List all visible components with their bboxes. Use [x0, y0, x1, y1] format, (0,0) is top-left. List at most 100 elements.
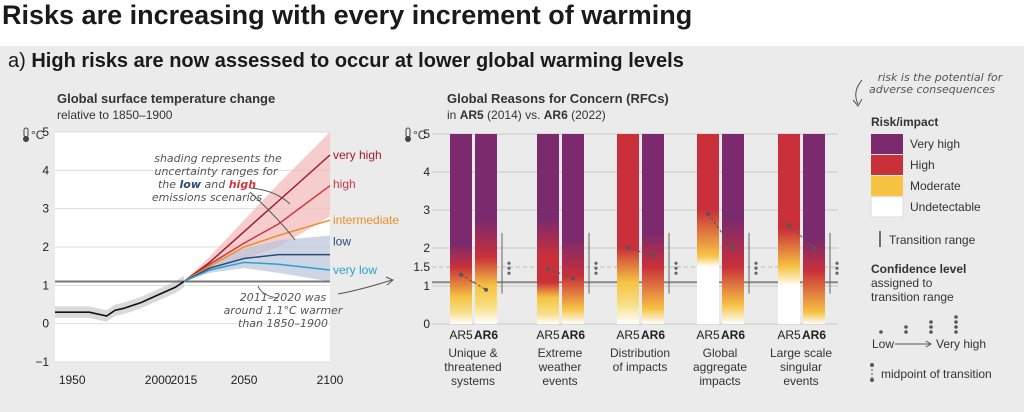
confidence-dot — [929, 320, 933, 324]
rfc-group-label: of impacts — [613, 360, 668, 374]
series-label-intermediate: intermediate — [333, 213, 399, 227]
y-tick-label: 0 — [42, 317, 49, 331]
legend: risk is the potential for adverse conseq… — [852, 71, 1004, 382]
rfc-bar-label-ar6: AR6 — [641, 328, 665, 342]
rfc-group-label: aggregate — [693, 360, 747, 374]
legend-transition-label: Transition range — [889, 233, 976, 247]
rfc-subtitle: in AR5 (2014) vs. AR6 (2022) — [447, 108, 606, 122]
midpoint-dot-ar5 — [459, 272, 463, 277]
legend-label: Moderate — [910, 179, 961, 193]
rfc-group-label: Unique & — [448, 346, 497, 360]
y-tick-label: 5 — [42, 125, 49, 139]
legend-swatches: Very high High Moderate Undetectable — [870, 134, 981, 218]
rfc-title: Global Reasons for Concern (RFCs) — [447, 91, 669, 106]
legend-confidence-high: Very high — [936, 337, 986, 351]
thermometer-icon — [405, 127, 411, 142]
rfc-group-label: impacts — [699, 374, 740, 388]
annotation-2011-line-2: around 1.1°C warmer — [224, 304, 344, 317]
rfc-group-label: Global — [703, 346, 738, 360]
low-uncertainty-band — [183, 235, 330, 282]
confidence-dot — [904, 325, 908, 329]
confidence-dot — [879, 330, 883, 334]
confidence-dot — [929, 330, 933, 334]
series-line-intermediate — [183, 219, 331, 283]
rfc-bar-ar5 — [778, 134, 800, 324]
rfc-group-label: threatened — [444, 360, 501, 374]
confidence-dot — [674, 266, 678, 270]
midpoint-connector — [627, 247, 654, 257]
confidence-dot — [507, 266, 511, 270]
confidence-dot — [507, 271, 511, 275]
confidence-dots — [879, 315, 958, 334]
midpoint-dot-ar6 — [812, 246, 816, 250]
rfc-bar-label-ar5: AR5 — [536, 328, 560, 342]
midpoint-connector — [707, 213, 734, 249]
historical-range-band — [55, 275, 184, 322]
rfc-bar-ar6 — [475, 134, 497, 324]
rfc-bar-label-ar5: AR5 — [616, 328, 640, 342]
rfc-group-label: events — [783, 374, 818, 388]
confidence-dot — [754, 261, 758, 265]
confidence-dot — [954, 330, 958, 334]
chart-subtitle: relative to 1850–1900 — [57, 108, 173, 122]
connector-arrow — [337, 279, 393, 295]
confidence-dot — [954, 320, 958, 324]
rfc-bar-label-ar5: AR5 — [449, 328, 473, 342]
temperature-chart: Global surface temperature change relati… — [23, 91, 399, 387]
midpoint-dot-ar5 — [626, 246, 630, 250]
confidence-dot — [835, 266, 839, 270]
y-unit-label: °C — [31, 128, 45, 142]
note-line-2: adverse consequences — [869, 83, 995, 96]
series-label-high: high — [333, 177, 356, 191]
rfc-group-label: Large scale — [770, 346, 832, 360]
rfc-bar-ar6 — [562, 134, 584, 324]
series-line-very-low — [183, 261, 331, 283]
y-tick-label: 3 — [42, 202, 49, 216]
rfc-y-tick-label: 2 — [423, 241, 430, 255]
legend-swatch — [871, 176, 903, 196]
confidence-dot — [754, 271, 758, 275]
y-tick-label: −1 — [35, 355, 49, 369]
rfc-chart: Global Reasons for Concern (RFCs) in AR5… — [405, 91, 839, 388]
confidence-dot — [674, 271, 678, 275]
chart-title: Global surface temperature change — [57, 91, 275, 106]
note-line-1: risk is the potential for — [878, 71, 1004, 84]
confidence-arrow-head — [925, 340, 932, 348]
x-tick-label: 2100 — [317, 373, 344, 387]
confidence-dot — [507, 261, 511, 265]
rfc-group-label: singular — [780, 360, 822, 374]
x-tick-label: 2000 — [145, 373, 172, 387]
x-axis-ticks: 1950 2000 2015 2050 2100 — [59, 373, 344, 387]
rfc-bar-ar6 — [642, 134, 664, 324]
annotation-2011-line-3: than 1850–1900 — [238, 317, 328, 330]
x-tick-label: 2015 — [171, 373, 198, 387]
x-tick-label: 2050 — [231, 373, 258, 387]
shading-annotation: shading represents the uncertainty range… — [152, 152, 296, 241]
y-tick-label: 2 — [42, 240, 49, 254]
rfc-bars — [450, 134, 825, 324]
legend-swatch — [870, 196, 904, 218]
legend-confidence-low: Low — [872, 337, 894, 351]
page-title: Risks are increasing with every incremen… — [2, 0, 693, 30]
series-line-low — [183, 253, 330, 283]
midpoint-dot-ar5 — [787, 223, 791, 228]
midpoint-dot-ar6 — [571, 276, 575, 281]
thermometer-icon — [23, 127, 29, 142]
confidence-dot — [954, 315, 958, 319]
confidence-dot — [954, 325, 958, 329]
panel-label: a) — [8, 50, 26, 72]
rfc-group-label: weather — [538, 360, 582, 374]
note-arrow-head — [852, 98, 863, 107]
rfc-bar-label-ar6: AR6 — [561, 328, 585, 342]
rfc-y-axis-ticks: 0 1 1.5 2 3 4 5 — [413, 127, 430, 331]
legend-swatch — [871, 155, 903, 175]
series-labels: very high high intermediate low very low — [333, 148, 399, 277]
annotation-arrow-2011 — [257, 285, 279, 299]
midpoint-dot-ar5 — [546, 266, 550, 271]
confidence-dot — [594, 271, 598, 275]
midpoint-icon-dot-bottom — [870, 378, 874, 382]
midpoint-icon-dot-top — [870, 363, 874, 367]
rfc-y-unit-label: °C — [413, 128, 427, 142]
rfc-y-tick-label: 0 — [423, 317, 430, 331]
